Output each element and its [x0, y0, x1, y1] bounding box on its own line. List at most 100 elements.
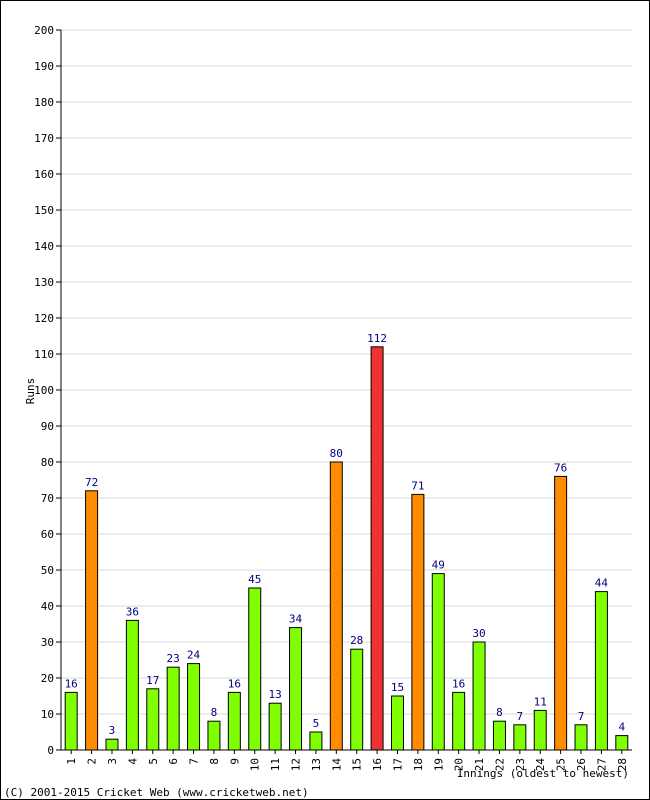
y-axis-title: Runs	[24, 378, 37, 405]
y-tick-label: 80	[41, 456, 54, 469]
data-label-innings-28: 4	[618, 721, 625, 734]
data-label-innings-7: 24	[187, 649, 201, 662]
y-tick-label: 180	[34, 96, 54, 109]
data-label-innings-16: 112	[367, 332, 387, 345]
x-tick-label: 1	[65, 758, 78, 765]
y-tick-label: 90	[41, 420, 54, 433]
x-tick-label: 26	[575, 758, 588, 771]
y-tick-label: 130	[34, 276, 54, 289]
gridlines	[61, 29, 632, 715]
y-tick-label: 40	[41, 600, 54, 613]
data-label-innings-13: 5	[313, 717, 320, 730]
y-tick-label: 20	[41, 672, 54, 685]
x-tick-label: 11	[269, 758, 282, 771]
bar-innings-3	[105, 738, 119, 751]
x-tick-label: 19	[432, 758, 445, 771]
data-label-innings-22: 8	[496, 706, 503, 719]
y-tick-label: 30	[41, 636, 54, 649]
bar-innings-11	[268, 702, 282, 751]
data-label-innings-9: 16	[228, 677, 241, 690]
data-label-innings-17: 15	[391, 681, 404, 694]
bars	[64, 346, 629, 751]
x-tick-label: 20	[453, 758, 466, 771]
x-tick-label: 23	[514, 758, 527, 771]
bar-innings-27	[594, 591, 608, 751]
data-label-innings-23: 7	[517, 710, 524, 723]
y-tick-label: 100	[34, 384, 54, 397]
x-tick-label: 5	[147, 758, 160, 765]
bar-innings-15	[350, 648, 364, 751]
bar-innings-9	[227, 691, 241, 751]
data-label-innings-25: 76	[554, 461, 567, 474]
y-tick-label: 140	[34, 240, 54, 253]
bar-innings-2	[85, 490, 99, 751]
data-label-innings-24: 11	[534, 695, 547, 708]
bar-innings-24	[533, 709, 547, 751]
x-tick-label: 17	[391, 758, 404, 771]
bar-innings-23	[513, 724, 527, 751]
x-tick-label: 22	[493, 758, 506, 771]
y-tick-label: 160	[34, 168, 54, 181]
y-tick-label: 50	[41, 564, 54, 577]
bar-innings-18	[411, 493, 425, 751]
x-tick-label: 14	[330, 758, 343, 772]
x-tick-label: 10	[249, 758, 262, 771]
y-tick-label: 0	[47, 744, 54, 757]
data-label-innings-10: 45	[248, 573, 261, 586]
y-tick-label: 110	[34, 348, 54, 361]
y-tick-label: 10	[41, 708, 54, 721]
copyright-footer: (C) 2001-2015 Cricket Web (www.cricketwe…	[4, 786, 309, 799]
bar-innings-7	[187, 663, 201, 751]
data-label-innings-27: 44	[595, 577, 609, 590]
bar-innings-10	[248, 587, 262, 751]
x-tick-label: 12	[290, 758, 303, 771]
bar-innings-17	[390, 695, 404, 751]
data-label-innings-5: 17	[146, 674, 159, 687]
data-labels: 16 72 3 36 17 23 24 8 16 45 13 34 5 80 28 112 15 71 49 16 30…	[65, 332, 626, 737]
data-label-innings-26: 7	[578, 710, 585, 723]
x-tick-label: 6	[167, 758, 180, 765]
y-tick-label: 70	[41, 492, 54, 505]
x-tick-label: 2	[86, 758, 99, 765]
bar-innings-1	[64, 691, 78, 751]
data-label-innings-3: 3	[109, 724, 116, 737]
bar-innings-13	[309, 731, 323, 751]
bar-innings-26	[574, 724, 588, 751]
data-label-innings-2: 72	[85, 476, 98, 489]
bar-innings-25	[554, 475, 568, 751]
x-tick-label: 16	[371, 758, 384, 771]
bar-innings-8	[207, 720, 221, 751]
bar-innings-16	[370, 346, 384, 751]
x-tick-label: 3	[106, 758, 119, 765]
y-tick-label: 170	[34, 132, 54, 145]
x-axis-title: Innings (oldest to newest)	[457, 767, 629, 780]
data-label-innings-1: 16	[65, 677, 78, 690]
y-tick-label: 150	[34, 204, 54, 217]
bar-innings-22	[492, 720, 506, 751]
bar-innings-5	[146, 688, 160, 751]
data-label-innings-11: 13	[269, 688, 282, 701]
y-tick-label: 60	[41, 528, 54, 541]
bar-innings-6	[166, 666, 180, 751]
x-tick-label: 21	[473, 758, 486, 771]
x-tick-label: 13	[310, 758, 323, 771]
y-tick-label: 120	[34, 312, 54, 325]
data-label-innings-12: 34	[289, 613, 303, 626]
x-tick-label: 28	[616, 758, 629, 771]
data-label-innings-6: 23	[167, 652, 180, 665]
x-tick-label: 8	[208, 758, 221, 765]
bar-innings-14	[329, 461, 343, 751]
x-tick-label: 25	[555, 758, 568, 771]
data-label-innings-19: 49	[432, 559, 445, 572]
data-label-innings-15: 28	[350, 634, 363, 647]
bar-innings-12	[289, 627, 303, 751]
x-tick-label: 9	[228, 758, 241, 765]
bar-innings-19	[431, 573, 445, 751]
data-label-innings-8: 8	[211, 706, 218, 719]
x-axis-ticks: 1 2 3 4 5 6 7 8 9 10 11 12 13 14 15 16 17 18 19 20 21 22 23 24 2…	[65, 750, 629, 771]
x-tick-label: 24	[534, 758, 547, 772]
bar-innings-28	[615, 735, 629, 751]
bar-innings-21	[472, 641, 486, 751]
